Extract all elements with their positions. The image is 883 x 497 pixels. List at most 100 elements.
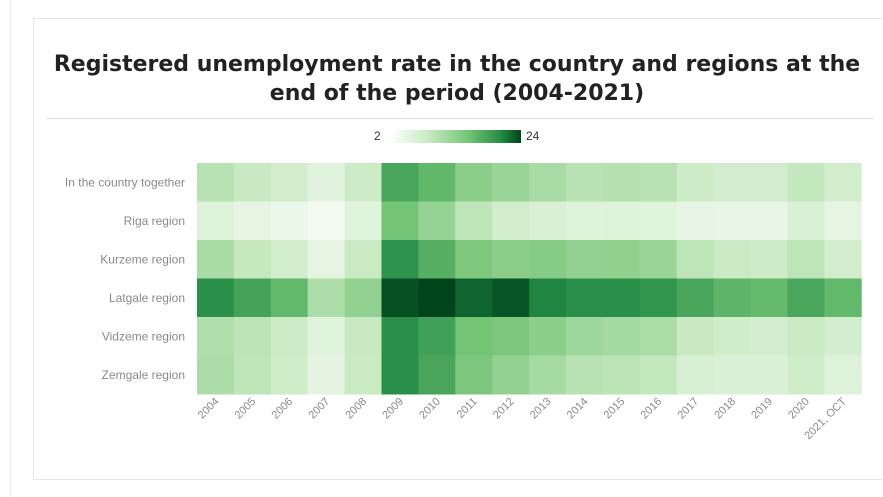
heatmap-cell[interactable]: Zemgale region, 2017: 5.9 — [676, 355, 715, 395]
heatmap-cell[interactable]: Latgale region, 2013: 19 — [529, 278, 567, 318]
heatmap-cell[interactable]: Zemgale region, 2006: 6.6 — [270, 355, 309, 395]
heatmap-cell[interactable]: Riga region, 2005: 4.6 — [233, 201, 272, 241]
heatmap-cell[interactable]: Zemgale region, 2018: 5.5 — [713, 355, 751, 395]
heatmap-cell[interactable]: Zemgale region, 2013: 9.6 — [529, 355, 567, 395]
heatmap-cell[interactable]: Latgale region, 2021, OCT: 14.2 — [824, 278, 862, 318]
heatmap-cell[interactable]: Vidzeme region, 2014: 10.2 — [566, 317, 604, 356]
heatmap-cell[interactable]: Latgale region, 2018: 14.5 — [713, 278, 751, 318]
heatmap-cell[interactable]: In the country together, 2016: 8.5 — [639, 163, 678, 202]
heatmap-cell[interactable]: In the country together, 2006: 6.5 — [270, 163, 309, 202]
heatmap-cell[interactable]: Riga region, 2014: 5.1 — [566, 201, 604, 241]
heatmap-cell[interactable]: Zemgale region, 2016: 7.7 — [639, 355, 678, 395]
heatmap-cell[interactable]: Zemgale region, 2010: 16 — [418, 355, 456, 395]
heatmap-cell[interactable]: Kurzeme region, 2012: 11.5 — [492, 240, 530, 279]
heatmap-cell[interactable]: In the country together, 2008: 7 — [344, 163, 382, 202]
heatmap-cell[interactable]: Riga region, 2021, OCT: 4.6 — [824, 201, 862, 241]
heatmap-cell[interactable]: Zemgale region, 2005: 8.1 — [233, 355, 272, 395]
heatmap-cell[interactable]: Zemgale region, 2012: 11 — [492, 355, 530, 395]
heatmap-cell[interactable]: Riga region, 2012: 6.5 — [492, 201, 530, 241]
heatmap-cell[interactable]: Latgale region, 2015: 18 — [602, 278, 641, 318]
heatmap-cell[interactable]: Vidzeme region, 2006: 7 — [270, 317, 309, 356]
heatmap-cell[interactable]: Vidzeme region, 2016: 9.4 — [639, 317, 678, 356]
heatmap-cell[interactable]: Vidzeme region, 2007: 5 — [307, 317, 346, 356]
heatmap-cell[interactable]: Kurzeme region, 2014: 11 — [566, 240, 604, 279]
heatmap-cell[interactable]: Kurzeme region, 2021, OCT: 6.4 — [824, 240, 862, 279]
heatmap-cell[interactable]: Zemgale region, 2021, OCT: 5.2 — [824, 355, 862, 395]
heatmap-cell[interactable]: Riga region, 2006: 4 — [270, 201, 309, 241]
heatmap-cell[interactable]: Riga region, 2009: 13 — [381, 201, 419, 241]
heatmap-cell[interactable]: Zemgale region, 2009: 18 — [381, 355, 419, 395]
heatmap-cell[interactable]: Vidzeme region, 2004: 9 — [197, 317, 235, 356]
heatmap-cell[interactable]: Vidzeme region, 2013: 11.4 — [529, 317, 567, 356]
heatmap-cell[interactable]: Kurzeme region, 2009: 17.8 — [381, 240, 419, 279]
heatmap-cell[interactable]: Zemgale region, 2007: 4.7 — [307, 355, 346, 395]
heatmap-cell[interactable]: In the country together, 2005: 7.4 — [233, 163, 272, 202]
heatmap-cell[interactable]: Latgale region, 2009: 23 — [381, 278, 419, 318]
heatmap-cell[interactable]: Latgale region, 2012: 22.7 — [492, 278, 530, 318]
heatmap-cell[interactable]: In the country together, 2012: 10.5 — [492, 163, 530, 202]
heatmap-cell[interactable]: Zemgale region, 2008: 7.2 — [344, 355, 382, 395]
heatmap-cell[interactable]: In the country together, 2010: 14.3 — [418, 163, 456, 202]
heatmap-cell[interactable]: Zemgale region, 2004: 9.3 — [197, 355, 235, 395]
heatmap-cell[interactable]: In the country together, 2013: 9.5 — [529, 163, 567, 202]
heatmap-cell[interactable]: Zemgale region, 2019: 5.5 — [750, 355, 788, 395]
heatmap-cell[interactable]: Latgale region, 2014: 18.1 — [566, 278, 604, 318]
heatmap-cell[interactable]: In the country together, 2015: 8.7 — [602, 163, 641, 202]
heatmap-cell[interactable]: Riga region, 2020: 5.5 — [787, 201, 825, 241]
heatmap-cell[interactable]: Riga region, 2015: 5.2 — [602, 201, 641, 241]
heatmap-cell[interactable]: In the country together, 2017: 6.8 — [676, 163, 715, 202]
heatmap-cell[interactable]: Riga region, 2017: 4.4 — [676, 201, 715, 241]
heatmap-cell[interactable]: Riga region, 2008: 5 — [344, 201, 382, 241]
heatmap-cell[interactable]: Latgale region, 2020: 15.8 — [787, 278, 825, 318]
heatmap-cell[interactable]: Zemgale region, 2011: 12.5 — [455, 355, 493, 395]
heatmap-cell[interactable]: Kurzeme region, 2013: 11.8 — [529, 240, 567, 279]
heatmap-cell[interactable]: Kurzeme region, 2016: 10.5 — [639, 240, 678, 279]
heatmap-cell[interactable]: Latgale region, 2016: 17.5 — [639, 278, 678, 318]
heatmap-cell[interactable]: Riga region, 2007: 3.3 — [307, 201, 346, 241]
heatmap-cell[interactable]: Kurzeme region, 2015: 11.1 — [602, 240, 641, 279]
heatmap-cell[interactable]: In the country together, 2009: 16 — [381, 163, 419, 202]
heatmap-cell[interactable]: Zemgale region, 2020: 6.6 — [787, 355, 825, 395]
heatmap-cell[interactable]: Vidzeme region, 2010: 16.5 — [418, 317, 456, 356]
heatmap-cell[interactable]: Latgale region, 2011: 21.5 — [455, 278, 493, 318]
heatmap-cell[interactable]: Riga region, 2016: 5 — [639, 201, 678, 241]
heatmap-cell[interactable]: Vidzeme region, 2005: 8.2 — [233, 317, 272, 356]
heatmap-cell[interactable]: Latgale region, 2017: 16 — [676, 278, 715, 318]
heatmap-cell[interactable]: Latgale region, 2007: 9.2 — [307, 278, 346, 318]
heatmap-cell[interactable]: Kurzeme region, 2010: 15 — [418, 240, 456, 279]
heatmap-cell[interactable]: In the country together, 2020: 7.7 — [787, 163, 825, 202]
heatmap-cell[interactable]: Vidzeme region, 2017: 7.4 — [676, 317, 715, 356]
heatmap-cell[interactable]: Latgale region, 2008: 11 — [344, 278, 382, 318]
heatmap-cell[interactable]: Kurzeme region, 2020: 8.1 — [787, 240, 825, 279]
heatmap-cell[interactable]: Riga region, 2019: 4.3 — [750, 201, 788, 241]
heatmap-cell[interactable]: Riga region, 2013: 5.7 — [529, 201, 567, 241]
heatmap-cell[interactable]: Vidzeme region, 2011: 13 — [455, 317, 493, 356]
heatmap-cell[interactable]: Vidzeme region, 2021, OCT: 6.3 — [824, 317, 862, 356]
heatmap-cell[interactable]: Kurzeme region, 2005: 7.5 — [233, 240, 272, 279]
heatmap-cell[interactable]: Kurzeme region, 2004: 9.5 — [197, 240, 235, 279]
heatmap-cell[interactable]: Latgale region, 2010: 24 — [418, 278, 456, 318]
heatmap-cell[interactable]: Latgale region, 2019: 14 — [750, 278, 788, 318]
heatmap-cell[interactable]: Vidzeme region, 2012: 12.5 — [492, 317, 530, 356]
heatmap-cell[interactable]: Kurzeme region, 2017: 8.1 — [676, 240, 715, 279]
heatmap-cell[interactable]: Zemgale region, 2015: 8.2 — [602, 355, 641, 395]
heatmap-cell[interactable]: Vidzeme region, 2020: 7.2 — [787, 317, 825, 356]
heatmap-cell[interactable]: In the country together, 2007: 4.9 — [307, 163, 346, 202]
heatmap-cell[interactable]: Kurzeme region, 2008: 7.3 — [344, 240, 382, 279]
heatmap-cell[interactable]: In the country together, 2004: 8.5 — [197, 163, 235, 202]
heatmap-cell[interactable]: Vidzeme region, 2008: 7.4 — [344, 317, 382, 356]
heatmap-cell[interactable]: Latgale region, 2006: 14.2 — [270, 278, 309, 318]
heatmap-cell[interactable]: In the country together, 2021, OCT: 6.5 — [824, 163, 862, 202]
heatmap-cell[interactable]: Kurzeme region, 2011: 12.3 — [455, 240, 493, 279]
heatmap-cell[interactable]: Riga region, 2010: 10.8 — [418, 201, 456, 241]
heatmap-cell[interactable]: Kurzeme region, 2018: 7.1 — [713, 240, 751, 279]
heatmap-cell[interactable]: Latgale region, 2004: 18 — [197, 278, 235, 318]
heatmap-cell[interactable]: In the country together, 2011: 11.5 — [455, 163, 493, 202]
heatmap-cell[interactable]: Riga region, 2004: 5.3 — [197, 201, 235, 241]
heatmap-cell[interactable]: Kurzeme region, 2007: 4.6 — [307, 240, 346, 279]
heatmap-cell[interactable]: Vidzeme region, 2009: 18 — [381, 317, 419, 356]
heatmap-cell[interactable]: Kurzeme region, 2019: 6.8 — [750, 240, 788, 279]
heatmap-cell[interactable]: Riga region, 2018: 4.2 — [713, 201, 751, 241]
heatmap-cell[interactable]: Zemgale region, 2014: 8.5 — [566, 355, 604, 395]
heatmap-cell[interactable]: In the country together, 2014: 8.5 — [566, 163, 604, 202]
